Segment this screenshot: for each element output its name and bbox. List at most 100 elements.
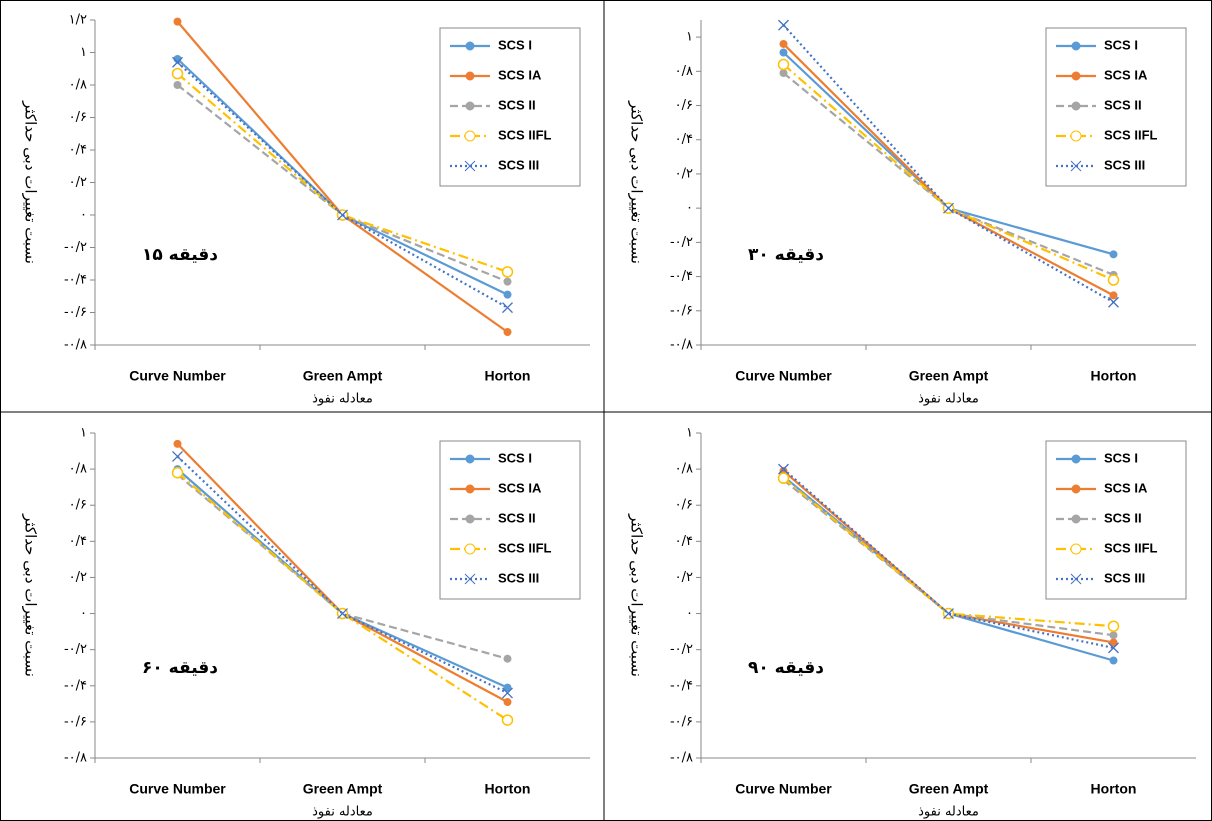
marker: [172, 451, 183, 462]
marker: [503, 277, 512, 286]
legend-marker: [465, 514, 475, 524]
marker: [502, 687, 513, 699]
legend-label: SCS III: [498, 570, 539, 585]
annotation: ۹۰ دقیقه: [748, 658, 824, 678]
marker: [778, 463, 789, 475]
y-tick-label: ۱: [686, 426, 693, 441]
x-tick-label: Green Ampt: [303, 781, 383, 797]
marker: [337, 608, 348, 620]
series-line: [782, 72, 1114, 276]
legend-label: SCS IIFL: [498, 127, 552, 142]
x-tick-label: Green Ampt: [909, 781, 989, 797]
marker: [1109, 631, 1118, 640]
chart-panel: -۰/۸ -۰/۶ -۰/۴ -۰/۲ ۰ ۰/۲ ۰/۴ ۰/۶ ۰/۸ ۱ ۱/۲ Curve N…: [22, 13, 590, 407]
legend-label: SCS IA: [1104, 67, 1148, 82]
x-tick-label: Green Ampt: [303, 368, 383, 384]
y-tick-label: ۰/۲: [69, 175, 87, 190]
legend-marker: [1071, 514, 1081, 524]
y-tick-label: -۰/۶: [64, 305, 87, 320]
y-tick-label: -۰/۶: [670, 714, 693, 729]
y-tick-label: ۰: [686, 201, 693, 216]
legend-marker: [465, 454, 475, 464]
legend-label: SCS I: [498, 37, 532, 52]
x-axis-label: معادله نفوذ: [918, 805, 979, 820]
y-tick-label: ۰: [686, 606, 693, 621]
legend-label: SCS I: [498, 450, 532, 465]
legend-marker: [464, 573, 476, 585]
marker: [779, 48, 788, 57]
y-tick-label: -۰/۸: [64, 338, 87, 353]
legend-box: [439, 27, 581, 187]
marker: [943, 608, 954, 620]
y-tick-label: ۰/۲: [675, 570, 693, 585]
legend-label: SCS I: [1104, 450, 1138, 465]
y-tick-label: ۰/۶: [675, 498, 693, 513]
y-tick-label: -۰/۴: [64, 273, 87, 288]
x-tick-label: Horton: [485, 781, 531, 797]
y-tick-label: -۰/۸: [670, 751, 693, 766]
y-tick-label: ۰/۲: [675, 166, 693, 181]
legend-marker: [465, 101, 475, 111]
x-tick-label: Green Ampt: [909, 368, 989, 384]
legend-marker: [1071, 484, 1081, 494]
annotation: ۳۰ دقیقه: [748, 245, 824, 265]
legend-marker: [464, 543, 476, 555]
y-tick-label: -۰/۴: [64, 678, 87, 693]
y-tick-label: -۰/۲: [64, 240, 87, 255]
series-line: [176, 473, 508, 660]
y-tick-label: ۰/۴: [69, 534, 87, 549]
legend-label: SCS II: [498, 510, 536, 525]
legend-label: SCS IA: [498, 67, 542, 82]
marker: [1109, 250, 1118, 259]
y-tick-label: -۰/۴: [670, 678, 693, 693]
x-tick-label: Curve Number: [129, 368, 226, 384]
legend-marker: [1071, 41, 1081, 51]
y-tick-label: ۰/۴: [69, 143, 87, 158]
y-tick-label: -۰/۸: [670, 338, 693, 353]
marker: [777, 58, 790, 71]
y-tick-label: ۱: [80, 45, 87, 60]
legend-marker: [465, 41, 475, 51]
marker: [1109, 656, 1118, 665]
marker: [503, 683, 512, 692]
legend-label: SCS I: [1104, 37, 1138, 52]
x-axis-label: معادله نفوذ: [312, 805, 373, 820]
legend-marker: [1071, 101, 1081, 111]
marker: [503, 290, 512, 299]
legend-label: SCS III: [498, 157, 539, 172]
legend-label: SCS IIFL: [498, 540, 552, 555]
legend-marker: [1070, 543, 1082, 555]
legend-marker: [1071, 454, 1081, 464]
y-tick-label: ۱: [80, 426, 87, 441]
legend-label: SCS II: [1104, 97, 1142, 112]
y-axis-label: نسبت تغییرات دبی حداکثر: [22, 100, 40, 264]
marker: [1107, 620, 1120, 632]
series-line: [176, 471, 509, 722]
marker: [173, 439, 182, 448]
legend-label: SCS II: [498, 97, 536, 112]
y-tick-label: ۱: [686, 30, 693, 45]
marker: [173, 81, 182, 89]
marker: [501, 266, 514, 278]
x-tick-label: Curve Number: [129, 781, 226, 797]
series-line: [176, 455, 508, 694]
marker: [503, 698, 512, 707]
marker: [172, 56, 183, 68]
chart-panel: -۰/۸ -۰/۶ -۰/۴ -۰/۲ ۰ ۰/۲ ۰/۴ ۰/۶ ۰/۸ ۱ Curve Numb…: [628, 426, 1196, 820]
marker: [943, 202, 954, 214]
series-line: [782, 468, 1114, 649]
marker: [503, 328, 512, 336]
legend-label: SCS II: [1104, 510, 1142, 525]
annotation: ۱۵ دقیقه: [142, 245, 218, 265]
legend-label: SCS IIFL: [1104, 127, 1158, 142]
marker: [171, 67, 184, 80]
y-tick-label: -۰/۴: [670, 269, 693, 284]
y-tick-label: -۰/۲: [670, 642, 693, 657]
series-line: [782, 477, 1114, 628]
y-tick-label: -۰/۲: [64, 642, 87, 657]
marker: [173, 17, 182, 26]
y-tick-label: ۰/۶: [69, 110, 87, 125]
marker: [779, 69, 788, 78]
